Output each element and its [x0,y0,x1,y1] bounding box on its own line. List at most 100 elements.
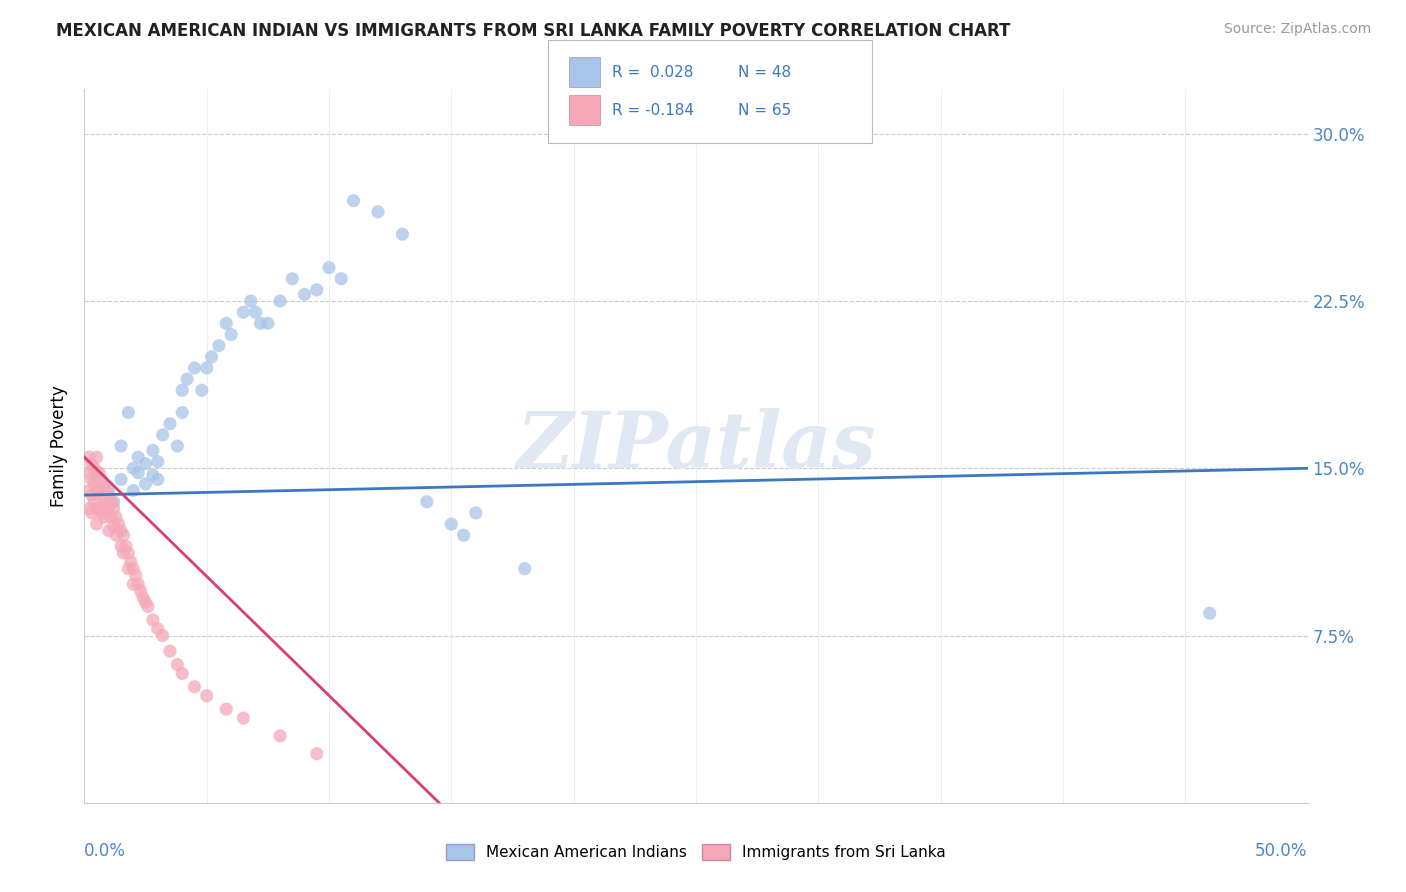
Point [112,546,135,560]
Point [112,528,135,542]
Point [83,476,105,491]
Point [96,483,118,498]
Point [191,384,214,398]
Point [122,461,145,475]
Point [100,510,122,524]
Point [100,494,122,508]
Text: R = -0.184: R = -0.184 [612,103,693,118]
Point [183,360,205,375]
Point [110,539,132,553]
Point [142,467,165,482]
Point [269,293,291,308]
Point [127,577,149,591]
Point [86,483,108,498]
Point [129,583,152,598]
Point [142,613,165,627]
Point [232,305,254,319]
Point [90,488,112,502]
Point [146,622,169,636]
Point [77,450,100,464]
Text: N = 65: N = 65 [738,103,792,118]
Point [305,283,328,297]
Legend: Mexican American Indians, Immigrants from Sri Lanka: Mexican American Indians, Immigrants fro… [440,838,952,866]
Point [135,476,157,491]
Point [110,439,132,453]
Point [215,702,238,716]
Point [110,524,132,538]
Point [136,599,159,614]
Point [305,747,328,761]
Point [183,680,205,694]
Point [172,666,194,681]
Point [330,271,353,285]
Point [318,260,340,275]
Point [87,501,110,516]
Point [215,316,238,330]
Point [166,439,188,453]
Point [135,457,157,471]
Point [80,506,103,520]
Text: N = 48: N = 48 [738,65,792,79]
Point [122,562,145,576]
Point [90,506,112,520]
Point [367,204,389,219]
Point [120,555,142,569]
Point [117,405,139,419]
Point [117,562,139,576]
Point [172,405,194,419]
Point [239,293,262,308]
Point [257,316,280,330]
Point [97,488,120,502]
Point [416,494,439,508]
Point [77,501,100,516]
Point [86,516,108,531]
Point [122,577,145,591]
Point [127,466,149,480]
Point [146,454,169,469]
Point [110,473,132,487]
Point [93,479,115,493]
Point [87,466,110,480]
Point [86,450,108,464]
Point [172,384,194,398]
Point [80,488,103,502]
Point [281,271,304,285]
Point [103,519,125,533]
Point [249,316,271,330]
Point [86,501,108,516]
Point [132,591,155,605]
Point [80,473,103,487]
Point [464,506,486,520]
Point [97,483,120,498]
Point [105,528,128,542]
Point [159,417,181,431]
Text: MEXICAN AMERICAN INDIAN VS IMMIGRANTS FROM SRI LANKA FAMILY POVERTY CORRELATION : MEXICAN AMERICAN INDIAN VS IMMIGRANTS FR… [56,22,1011,40]
Point [195,689,218,703]
Point [83,461,105,475]
Text: 50.0%: 50.0% [1256,842,1308,860]
Point [86,466,108,480]
Text: Source: ZipAtlas.com: Source: ZipAtlas.com [1223,22,1371,37]
Point [103,494,125,508]
Point [117,546,139,560]
Point [90,473,112,487]
Point [80,457,103,471]
Point [245,305,267,319]
Point [135,595,157,609]
Point [200,350,222,364]
Text: ZIPatlas: ZIPatlas [516,408,876,484]
Point [125,568,148,582]
Point [1198,607,1220,621]
Point [103,501,125,516]
Point [219,327,242,342]
Point [146,473,169,487]
Point [152,427,174,442]
Point [97,524,120,538]
Point [87,483,110,498]
Text: 0.0%: 0.0% [84,842,127,860]
Point [440,516,463,531]
Point [195,360,218,375]
Point [166,657,188,672]
Point [142,443,165,458]
Point [269,729,291,743]
